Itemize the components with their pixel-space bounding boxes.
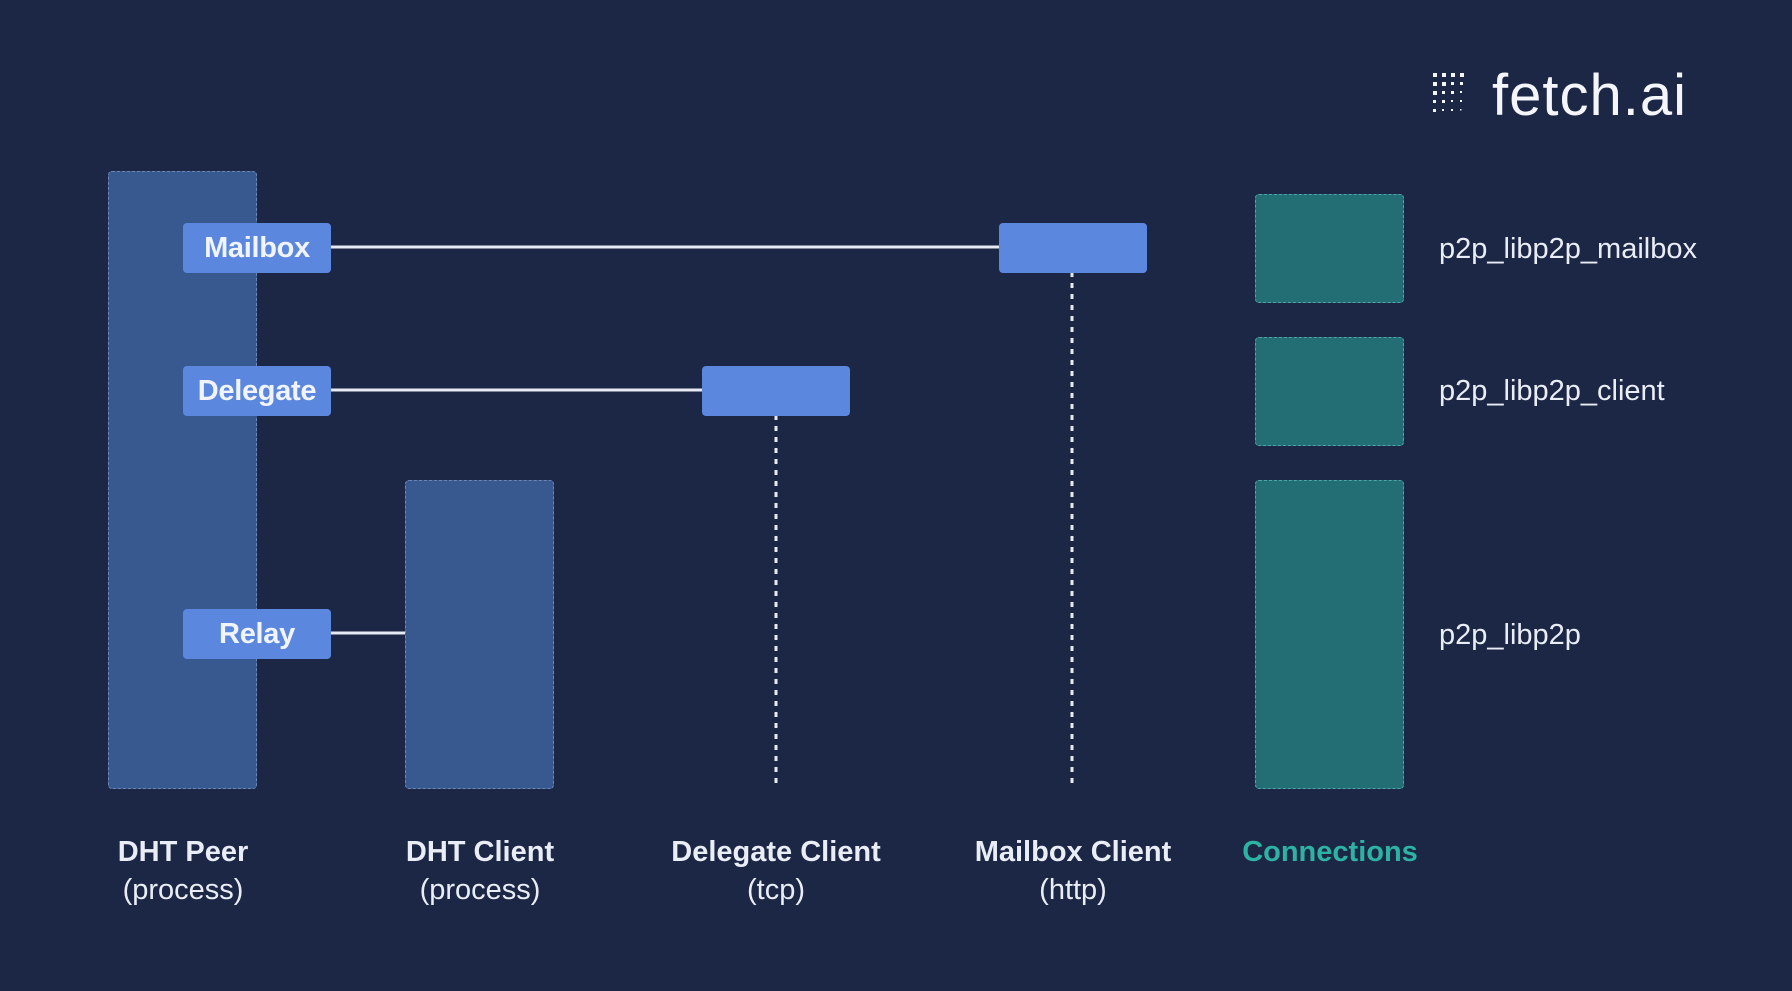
connection-box-mailbox	[1255, 194, 1404, 303]
mailbox-node: Mailbox	[183, 223, 331, 273]
connection-label-mailbox: p2p_libp2p_mailbox	[1439, 233, 1697, 265]
column-label-dht-client: DHT Client (process)	[350, 833, 610, 909]
column-title: DHT Peer	[117, 836, 249, 868]
column-label-connections: Connections	[1200, 833, 1460, 871]
mailbox-client-endpoint	[999, 223, 1147, 273]
dht-peer-column	[108, 171, 257, 789]
column-title: Delegate Client	[671, 836, 881, 868]
column-label-dht-peer: DHT Peer (process)	[53, 833, 313, 909]
connection-box-client	[1255, 337, 1404, 446]
column-title: DHT Client	[405, 836, 555, 868]
column-subtitle: (process)	[122, 874, 244, 906]
connection-label-client: p2p_libp2p_client	[1439, 375, 1665, 407]
logo-text: fetch.ai	[1492, 63, 1687, 128]
connection-box-libp2p	[1255, 480, 1404, 789]
relay-node: Relay	[183, 609, 331, 659]
column-subtitle: (tcp)	[747, 874, 805, 906]
column-title: Connections	[1242, 836, 1418, 868]
column-subtitle: (http)	[1039, 874, 1107, 906]
fetch-ai-logo: fetch.ai	[1432, 62, 1687, 129]
logo-dots-icon	[1433, 72, 1464, 112]
column-label-delegate-client: Delegate Client (tcp)	[646, 833, 906, 909]
delegate-client-endpoint	[702, 366, 850, 416]
column-title: Mailbox Client	[974, 836, 1172, 868]
column-subtitle: (process)	[419, 874, 541, 906]
dht-client-column	[405, 480, 554, 789]
column-label-mailbox-client: Mailbox Client (http)	[943, 833, 1203, 909]
connection-label-libp2p: p2p_libp2p	[1439, 619, 1581, 651]
delegate-node: Delegate	[183, 366, 331, 416]
